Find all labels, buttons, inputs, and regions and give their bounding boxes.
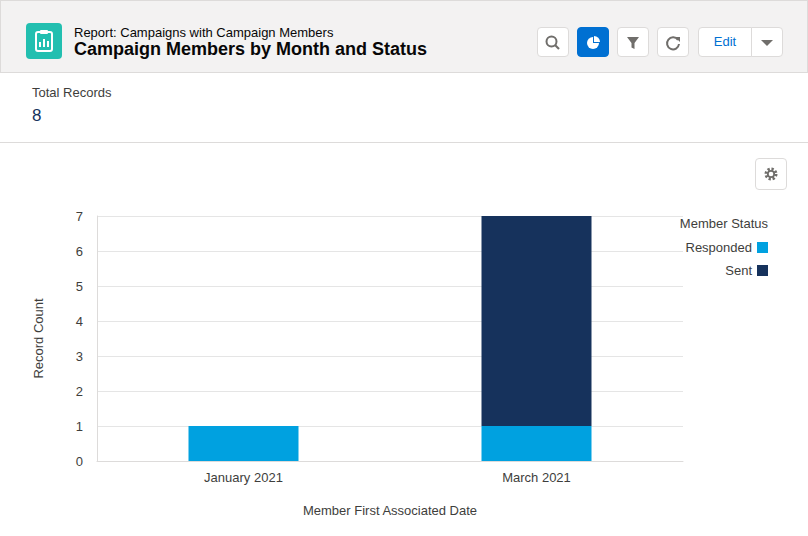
svg-text:1: 1 bbox=[76, 419, 83, 434]
svg-text:0: 0 bbox=[76, 454, 83, 469]
svg-text:January 2021: January 2021 bbox=[204, 470, 283, 485]
html-text:Total Records: Total Records bbox=[32, 85, 112, 100]
svg-text:March 2021: March 2021 bbox=[502, 470, 571, 485]
html-text:Edit: Edit bbox=[713, 34, 737, 49]
html-text:Report: Campaigns with Campaig: Report: Campaigns with Campaign Members bbox=[74, 25, 334, 40]
html-text:8: 8 bbox=[32, 106, 42, 125]
svg-text:Member Status: Member Status bbox=[680, 216, 769, 231]
svg-text:3: 3 bbox=[76, 349, 83, 364]
svg-text:7: 7 bbox=[76, 209, 83, 224]
svg-text:Sent: Sent bbox=[725, 263, 752, 278]
svg-text:6: 6 bbox=[76, 244, 83, 259]
svg-text:Responded: Responded bbox=[686, 240, 753, 255]
svg-text:4: 4 bbox=[76, 314, 83, 329]
svg-text:5: 5 bbox=[76, 279, 83, 294]
svg-text:Record Count: Record Count bbox=[31, 298, 46, 379]
html-text:Campaign Members by Month and: Campaign Members by Month and Status bbox=[74, 39, 427, 59]
svg-text:Member First Associated Date: Member First Associated Date bbox=[303, 503, 477, 518]
svg-text:2: 2 bbox=[76, 384, 83, 399]
